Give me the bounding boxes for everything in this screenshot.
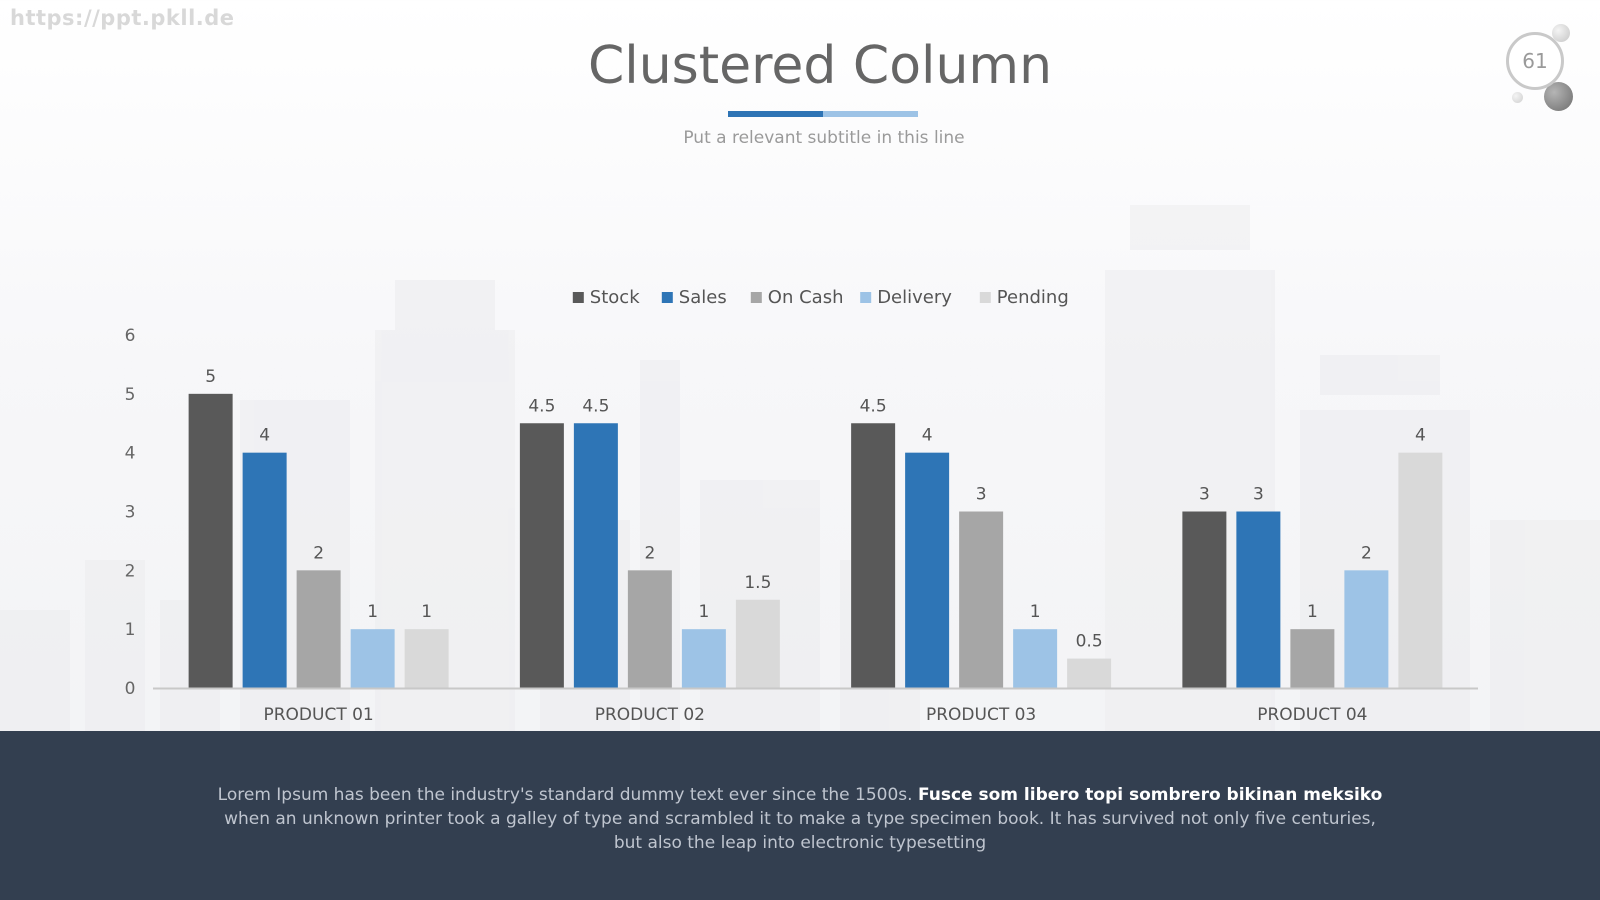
footer-text-bold: Fusce som libero topi sombrero bikinan m… bbox=[917, 785, 1383, 805]
bar-sales bbox=[1236, 511, 1281, 688]
y-tick-label: 6 bbox=[125, 326, 136, 346]
title-underline bbox=[728, 111, 918, 117]
data-label: 3 bbox=[976, 485, 987, 505]
y-tick-label: 5 bbox=[125, 385, 136, 405]
x-category-label: PRODUCT 04 bbox=[1257, 705, 1367, 725]
bar-on-cash bbox=[296, 570, 341, 688]
data-label: 1.5 bbox=[744, 573, 771, 593]
legend-label: Stock bbox=[590, 287, 640, 308]
footer-text: Lorem Ipsum has been the industry's stan… bbox=[210, 783, 1390, 855]
footer-panel: Lorem Ipsum has been the industry's stan… bbox=[0, 731, 1600, 900]
y-tick-label: 0 bbox=[125, 679, 136, 699]
data-label: 1 bbox=[698, 602, 709, 622]
chart-bars: 5 4 2 1 1 4.5 4.5 2 1 1.5 4.5 4 3 1 0.5 3 3 1 2 4 bbox=[188, 367, 1443, 688]
legend-swatch bbox=[979, 292, 991, 303]
data-label: 4.5 bbox=[528, 396, 555, 416]
bar-delivery bbox=[350, 629, 395, 688]
data-label: 3 bbox=[1253, 485, 1264, 505]
legend-label: Pending bbox=[997, 287, 1069, 308]
page-subtitle: Put a relevant subtitle in this line bbox=[683, 128, 965, 148]
data-label: 0.5 bbox=[1076, 632, 1103, 652]
data-label: 2 bbox=[644, 543, 655, 563]
data-label: 1 bbox=[1307, 602, 1318, 622]
data-label: 4 bbox=[922, 426, 933, 446]
legend-swatch bbox=[860, 292, 872, 303]
legend-label: Sales bbox=[679, 287, 727, 308]
page-title: Clustered Column bbox=[587, 36, 1053, 96]
x-category-label: PRODUCT 03 bbox=[926, 705, 1036, 725]
bar-stock bbox=[1182, 511, 1227, 688]
legend-swatch bbox=[750, 292, 762, 303]
page-number-badge: 61 bbox=[1506, 32, 1564, 90]
x-axis: PRODUCT 01 PRODUCT 02 PRODUCT 03 PRODUCT 04 bbox=[153, 687, 1478, 725]
bar-sales bbox=[242, 452, 287, 688]
bar-stock bbox=[188, 393, 233, 688]
bar-on-cash bbox=[1290, 629, 1335, 688]
data-label: 2 bbox=[313, 543, 324, 563]
decor-dot-large bbox=[1544, 82, 1573, 111]
decor-dot-small bbox=[1552, 24, 1570, 42]
bar-pending bbox=[735, 599, 780, 688]
bar-pending bbox=[1398, 452, 1443, 688]
data-label: 1 bbox=[367, 602, 378, 622]
watermark-url: https://ppt.pkll.de bbox=[10, 6, 235, 30]
data-label: 4 bbox=[259, 426, 270, 446]
bar-pending bbox=[404, 629, 449, 688]
y-tick-label: 2 bbox=[125, 561, 136, 581]
footer-text-intro: Lorem Ipsum has been the industry's stan… bbox=[217, 785, 918, 805]
bar-delivery bbox=[681, 629, 726, 688]
bar-delivery bbox=[1344, 570, 1389, 688]
bar-sales bbox=[573, 423, 618, 688]
data-label: 1 bbox=[1030, 602, 1041, 622]
bar-on-cash bbox=[627, 570, 672, 688]
y-tick-label: 1 bbox=[125, 620, 136, 640]
legend-label: Delivery bbox=[877, 287, 952, 308]
legend-swatch bbox=[661, 292, 673, 303]
legend-swatch bbox=[572, 292, 584, 303]
bar-stock bbox=[851, 423, 896, 688]
bar-on-cash bbox=[959, 511, 1004, 688]
x-category-label: PRODUCT 02 bbox=[595, 705, 705, 725]
data-label: 4 bbox=[1415, 426, 1426, 446]
data-label: 1 bbox=[421, 602, 432, 622]
data-label: 4.5 bbox=[582, 396, 609, 416]
chart-legend: Stock Sales On Cash Delivery Pending bbox=[572, 287, 1069, 308]
y-tick-label: 4 bbox=[125, 444, 136, 464]
data-label: 5 bbox=[205, 367, 216, 387]
data-label: 3 bbox=[1199, 485, 1210, 505]
x-category-label: PRODUCT 01 bbox=[263, 705, 373, 725]
bar-stock bbox=[519, 423, 564, 688]
y-tick-label: 3 bbox=[125, 503, 136, 523]
bar-pending bbox=[1067, 658, 1112, 688]
legend-label: On Cash bbox=[768, 287, 844, 308]
data-label: 2 bbox=[1361, 543, 1372, 563]
data-label: 4.5 bbox=[860, 396, 887, 416]
decor-dot-tiny bbox=[1512, 92, 1523, 103]
footer-text-rest: when an unknown printer took a galley of… bbox=[224, 809, 1376, 853]
bar-sales bbox=[905, 452, 950, 688]
y-axis: 0 1 2 3 4 5 6 bbox=[125, 326, 136, 699]
bar-delivery bbox=[1013, 629, 1058, 688]
